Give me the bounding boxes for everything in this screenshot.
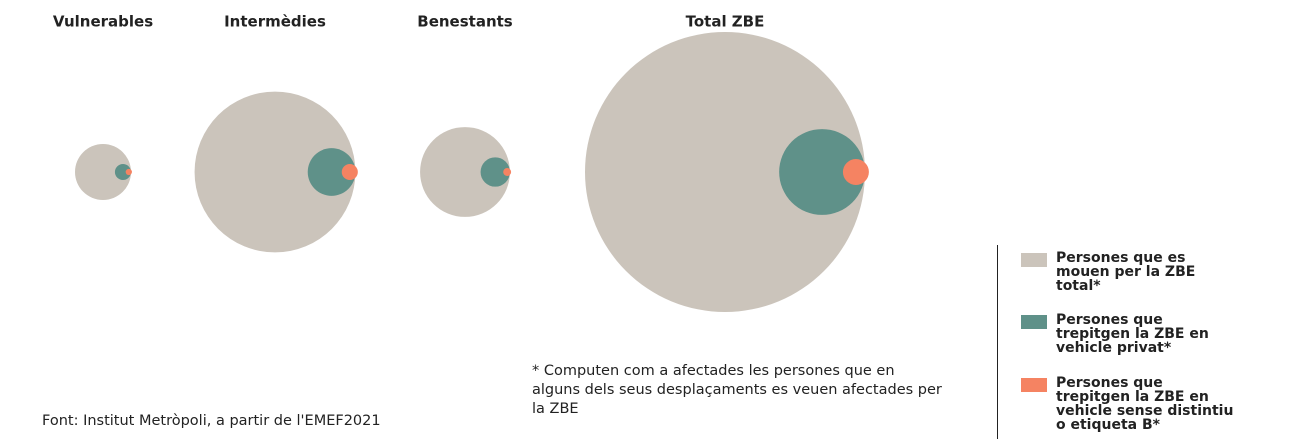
category-label: Vulnerables xyxy=(53,13,153,31)
bubble xyxy=(585,32,865,312)
legend-swatch xyxy=(1021,378,1047,392)
legend-label: Persones que es mouen per la ZBE total* xyxy=(1056,250,1196,294)
category-label: Total ZBE xyxy=(686,13,765,31)
source: Font: Institut Metròpoli, a partir de l'… xyxy=(42,413,381,429)
bubble xyxy=(503,168,512,176)
footnote: * Computen com a afectades les persones … xyxy=(532,363,942,417)
legend: Persones que es mouen per la ZBE total* P… xyxy=(997,245,1233,439)
category-label: Intermèdies xyxy=(224,13,326,31)
bubble xyxy=(842,159,869,185)
legend-swatch xyxy=(1021,315,1047,329)
bubble xyxy=(194,91,356,253)
bubble xyxy=(341,163,358,181)
bubble xyxy=(480,157,510,187)
bubble xyxy=(307,148,356,196)
bubble xyxy=(779,129,865,215)
bubble xyxy=(125,168,132,176)
bubble xyxy=(75,144,131,200)
bubble xyxy=(420,127,510,217)
bubble xyxy=(114,163,131,181)
legend-label: Persones que trepitgen la ZBE en vehicle… xyxy=(1056,375,1234,433)
legend-label: Persones que trepitgen la ZBE en vehicle… xyxy=(1056,312,1209,356)
legend-swatch xyxy=(1021,253,1047,267)
category-label: Benestants xyxy=(417,13,513,31)
